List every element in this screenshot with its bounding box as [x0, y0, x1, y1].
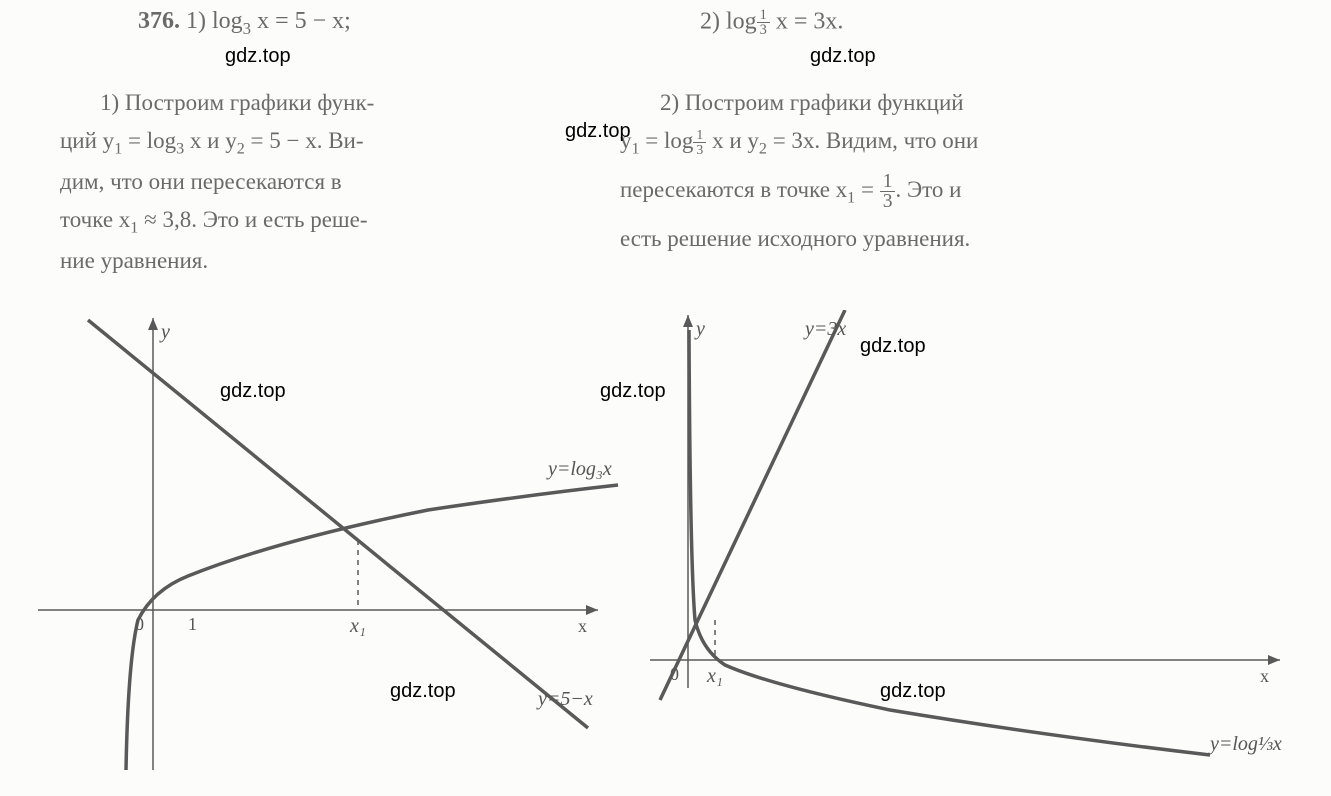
svg-text:y=log₃x: y=log₃x: [546, 458, 612, 480]
svg-text:x: x: [1260, 666, 1269, 686]
graph2: y x 0 x₁ y=log⅓x y=3x: [640, 310, 1320, 790]
eq1-prefix: 1) log: [186, 8, 243, 34]
svg-text:y=log⅓x: y=log⅓x: [1208, 733, 1282, 755]
s2-l2d: = 3x. Видим, что они: [767, 128, 978, 153]
svg-text:1: 1: [188, 614, 197, 634]
svg-text:x: x: [578, 616, 587, 636]
svg-text:x₁: x₁: [349, 615, 366, 637]
svg-text:y=5−x: y=5−x: [536, 688, 593, 710]
s2-sub2: 2: [759, 141, 767, 158]
solution1-text: 1) Построим графики функ- ций y1 = log3 …: [60, 84, 570, 280]
s1-l4b: ≈ 3,8. Это и есть реше-: [138, 207, 367, 232]
s2-l2c: x и y: [706, 128, 759, 153]
eq2: 2) log13 x = 3x.: [700, 8, 843, 38]
s1-sub3: 2: [237, 141, 245, 158]
svg-text:0: 0: [135, 614, 144, 634]
s2-l3fd: 3: [880, 192, 896, 212]
s2-fn: 1: [693, 128, 706, 143]
eq2-prefix: 2) log: [700, 9, 757, 35]
svg-text:x₁: x₁: [706, 665, 723, 687]
s2-l2b: = log: [640, 128, 694, 153]
graph1: y x 0 1 x₁ y=log₃x y=5−x: [28, 310, 638, 790]
eq1-rest: x = 5 − x;: [251, 8, 351, 34]
s2-l3a: пересекаются в точке x: [620, 177, 847, 202]
watermark-text: gdz.top: [810, 45, 876, 68]
s1-l2c: x и y: [184, 128, 237, 153]
s1-l3: дим, что они пересекаются в: [60, 163, 570, 201]
page-root: 376. 1) log3 x = 5 − x; 2) log13 x = 3x.…: [0, 0, 1331, 796]
watermark-text: gdz.top: [600, 380, 666, 403]
s2-l3fn: 1: [880, 172, 896, 193]
s2-l4: есть решение исходного уравнения.: [620, 220, 1160, 258]
s1-intro: 1) Построим графики функ-: [100, 90, 374, 115]
s2-l3b: =: [855, 177, 879, 202]
problem-number: 376. 1) log3 x = 5 − x;: [138, 8, 351, 39]
eq2-base-num: 1: [757, 8, 770, 23]
eq1-base: 3: [243, 19, 251, 38]
eq2-rest: x = 3x.: [770, 9, 844, 35]
svg-text:y: y: [694, 318, 705, 340]
s1-l4a: точке x: [60, 207, 130, 232]
number-text: 376.: [138, 8, 180, 34]
s1-l2d: = 5 − x. Ви-: [245, 128, 364, 153]
watermark-text: gdz.top: [880, 680, 946, 703]
s1-sub2: 3: [176, 141, 184, 158]
solution2-text: 2) Построим графики функций y1 = log13 x…: [620, 84, 1160, 258]
s1-l5: ние уравнения.: [60, 242, 570, 280]
svg-text:0: 0: [670, 664, 679, 684]
svg-text:y: y: [159, 321, 170, 343]
watermark-text: gdz.top: [225, 45, 291, 68]
s1-l2b: = log: [122, 128, 176, 153]
watermark-text: gdz.top: [565, 120, 631, 143]
watermark-text: gdz.top: [390, 680, 456, 703]
s2-l3sub: 1: [847, 190, 855, 207]
watermark-text: gdz.top: [860, 335, 926, 358]
s2-sub1: 1: [632, 141, 640, 158]
svg-text:y=3x: y=3x: [803, 318, 846, 340]
eq2-base-den: 3: [757, 23, 770, 37]
watermark-text: gdz.top: [220, 380, 286, 403]
s2-l3c: . Это и: [895, 177, 961, 202]
s2-intro: 2) Построим графики функций: [660, 90, 964, 115]
s1-l2a: ций y: [60, 128, 114, 153]
s2-fd: 3: [693, 143, 706, 157]
